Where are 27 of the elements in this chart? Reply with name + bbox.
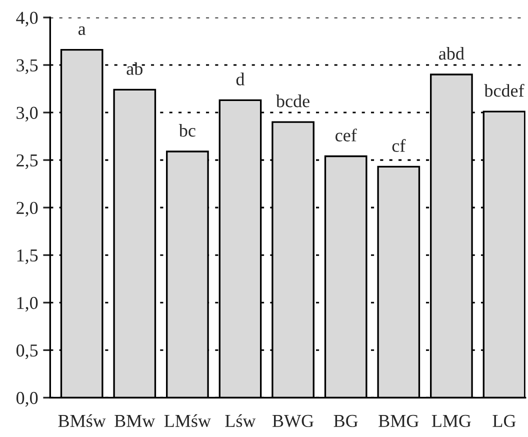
annotation: abd (439, 47, 464, 60)
y-tick-label: 0,0 (16, 392, 38, 407)
annotation: cf (392, 139, 406, 152)
y-tick-label: 2,0 (16, 202, 38, 217)
y-tick-label: 2,5 (16, 154, 38, 170)
annotation: a (78, 26, 86, 36)
x-tick-label: BWG (272, 414, 314, 428)
annotation: ab (126, 62, 142, 75)
x-tick-label: LMśw (164, 414, 211, 428)
annotation: cef (336, 128, 357, 142)
y-tick-label: 1,0 (17, 296, 38, 312)
x-tick-label: BG (334, 414, 358, 428)
annotation: bcdef (484, 84, 524, 97)
x-tick-label: LG (492, 414, 516, 428)
x-tick-label: BMśw (58, 414, 106, 428)
y-tick-label: 1,5 (17, 249, 38, 264)
annotation: bcde (276, 94, 310, 108)
x-tick-label: LMG (432, 414, 471, 428)
x-tick-label: BMw (114, 415, 156, 428)
y-tick-label: 3,0 (16, 106, 38, 122)
y-tick-label: 0,5 (16, 344, 38, 360)
annotation: bc (178, 124, 196, 137)
y-tick-label: 3,5 (16, 59, 38, 74)
x-tick-label: BMG (378, 414, 419, 428)
x-tick-label: Lśw (225, 414, 256, 428)
y-tick-label: 4,0 (16, 12, 38, 27)
annotation: d (236, 72, 245, 86)
